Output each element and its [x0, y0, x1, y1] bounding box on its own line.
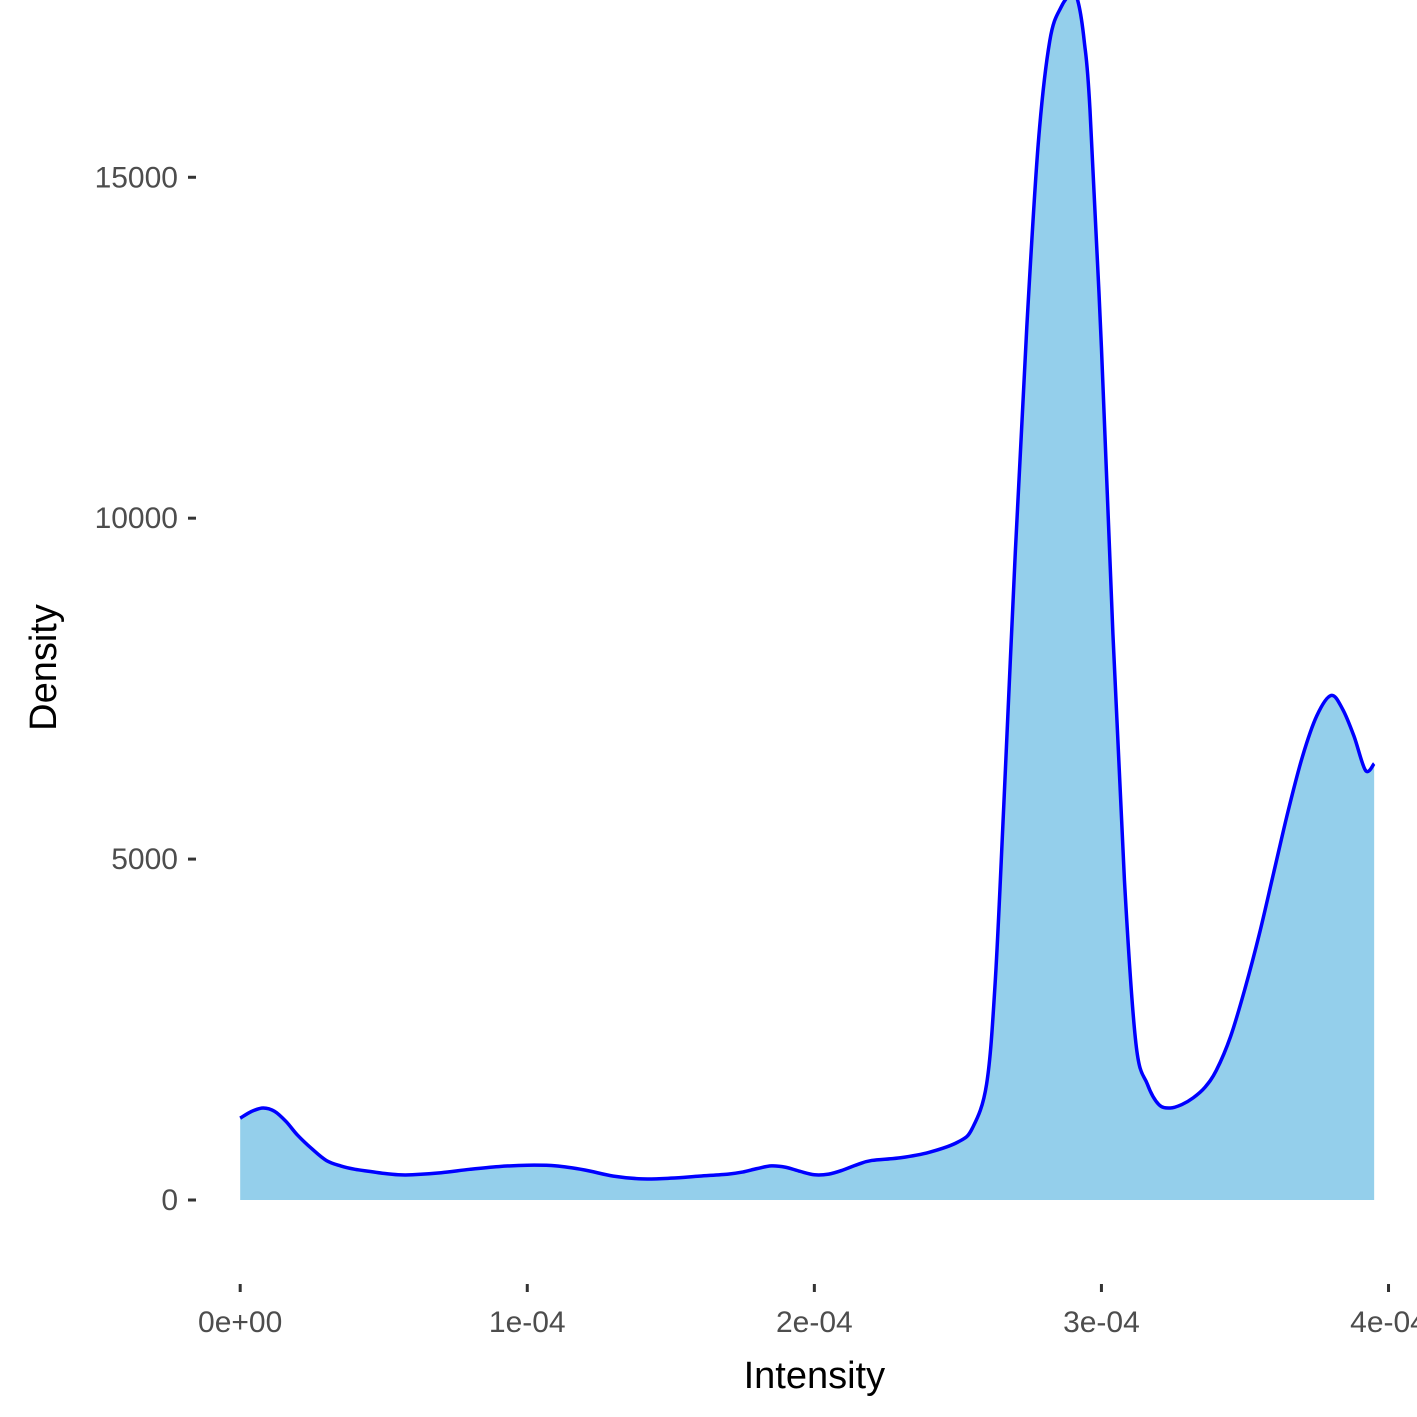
x-axis-title: Intensity	[744, 1355, 886, 1397]
x-tick-label: 1e-04	[489, 1306, 566, 1339]
y-tick-label: 10000	[95, 502, 178, 535]
y-tick-label: 0	[161, 1184, 178, 1217]
x-tick-label: 2e-04	[776, 1306, 853, 1339]
x-axis: 0e+00 1e-04 2e-04 3e-04 4e-04	[198, 1284, 1417, 1339]
density-line	[240, 0, 1374, 1179]
y-tick-label: 15000	[95, 161, 178, 194]
y-axis-title: Density	[23, 604, 65, 731]
x-tick-label: 3e-04	[1063, 1306, 1140, 1339]
x-tick-label: 4e-04	[1350, 1306, 1417, 1339]
y-axis: 0 5000 10000 15000	[95, 161, 196, 1217]
plot-area	[240, 0, 1374, 1200]
y-tick-label: 5000	[111, 843, 178, 876]
x-tick-label: 0e+00	[198, 1306, 282, 1339]
density-area	[240, 0, 1374, 1200]
